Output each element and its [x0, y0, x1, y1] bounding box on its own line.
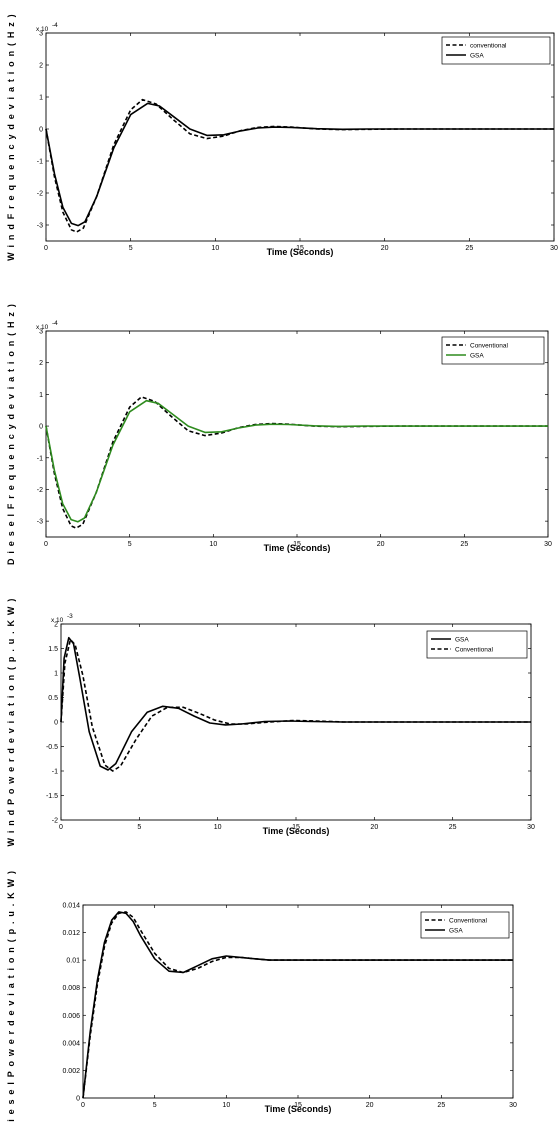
y-axis-label: W i n d F r e q u e n c y d e v i a t i … — [6, 13, 16, 261]
legend-label: Conventional — [470, 343, 508, 350]
x-tick-label: 15 — [292, 824, 300, 831]
legend: GSA Conventional — [426, 630, 528, 659]
x-tick-label: 20 — [370, 824, 378, 831]
x-tick-label: 0 — [59, 824, 63, 831]
y-tick-label: -3 — [37, 223, 43, 230]
y-tick-label: 0.012 — [62, 930, 80, 937]
chart-panel: 0 5 10 15 20 25 30 0 0.002 0.004 0.006 0.008 0.01 0.0… — [6, 870, 517, 1126]
x-tick-label: 25 — [449, 824, 457, 831]
y-tick-label: 0 — [76, 1096, 80, 1103]
legend-box — [441, 36, 551, 65]
y-tick-label: 2 — [39, 63, 43, 70]
x-tick-label: 10 — [222, 1102, 230, 1109]
y-exponent-power: -4 — [52, 320, 58, 327]
x-tick-label: 10 — [211, 245, 219, 252]
x-tick-label: 5 — [129, 245, 133, 252]
x-axis-label: Time (Seconds) — [267, 247, 334, 257]
legend-box — [420, 911, 510, 939]
x-tick-label: 15 — [293, 541, 301, 548]
x-tick-label: 15 — [296, 245, 304, 252]
legend-label: conventional — [470, 43, 507, 50]
x-tick-label: 10 — [209, 541, 217, 548]
y-tick-label: -1 — [37, 159, 43, 166]
y-tick-label: -0.5 — [46, 744, 58, 751]
x-tick-label: 0 — [81, 1102, 85, 1109]
y-tick-label: 3 — [39, 31, 43, 38]
y-tick-label: 1 — [39, 95, 43, 102]
y-exponent-power: -3 — [67, 613, 73, 620]
legend-box — [441, 336, 545, 365]
chart-panel: 0 5 10 15 20 25 30 -3 -2 -1 0 1 2 3x 10-4 Time (Second… — [6, 303, 552, 565]
legend-label: GSA — [470, 53, 484, 60]
x-axis-label: Time (Seconds) — [264, 543, 331, 553]
y-exponent: x 10 — [51, 617, 64, 624]
y-tick-label: -2 — [37, 487, 43, 494]
y-tick-label: 0 — [39, 127, 43, 134]
legend-label: Conventional — [449, 918, 487, 925]
x-tick-label: 30 — [550, 245, 558, 252]
x-tick-label: 15 — [294, 1102, 302, 1109]
y-tick-label: 0 — [39, 424, 43, 431]
y-axis-label: D i e s e l F r e q u e n c y d e v i a … — [6, 303, 16, 565]
y-tick-label: 0 — [54, 720, 58, 727]
legend-box — [426, 630, 528, 659]
legend-label: GSA — [455, 637, 469, 644]
plot-frame — [45, 32, 555, 242]
x-tick-label: 25 — [465, 245, 473, 252]
series-line — [45, 102, 554, 227]
legend: Conventional GSA — [420, 911, 510, 939]
plot-frame — [45, 330, 549, 538]
y-tick-label: 0.004 — [62, 1040, 80, 1047]
x-tick-label: 0 — [44, 541, 48, 548]
y-tick-label: 2 — [39, 360, 43, 367]
y-tick-label: 0.5 — [48, 695, 58, 702]
x-tick-label: 30 — [544, 541, 552, 548]
x-tick-label: 25 — [460, 541, 468, 548]
y-axis-label: D i e s e l P o w e r d e v i a t i o n … — [6, 870, 16, 1126]
y-exponent: x 10 — [36, 324, 49, 331]
x-tick-label: 20 — [381, 245, 389, 252]
legend-label: GSA — [470, 353, 484, 360]
y-tick-label: 1.5 — [48, 646, 58, 653]
y-exponent: x 10 — [36, 26, 49, 33]
y-tick-label: 1 — [54, 671, 58, 678]
y-tick-label: -3 — [37, 519, 43, 526]
y-exponent-power: -4 — [52, 22, 58, 29]
y-tick-label: -1 — [37, 455, 43, 462]
y-tick-label: 0.01 — [66, 958, 80, 965]
legend: Conventional GSA — [441, 336, 545, 365]
x-tick-label: 0 — [44, 245, 48, 252]
legend: conventional GSA — [441, 36, 551, 65]
y-tick-label: -1.5 — [46, 793, 58, 800]
series-line — [45, 399, 548, 523]
x-axis-label: Time (Seconds) — [265, 1104, 332, 1114]
y-tick-label: 0.006 — [62, 1013, 80, 1020]
x-tick-label: 20 — [366, 1102, 374, 1109]
legend-label: GSA — [449, 928, 463, 935]
chart-panel: 0 5 10 15 20 25 30 -2 -1.5 -1 -0.5 0 0.5 1 1.5 2x 10-3 T… — [6, 597, 535, 846]
y-tick-label: 0.008 — [62, 985, 80, 992]
x-axis-label: Time (Seconds) — [263, 826, 330, 836]
y-tick-label: -2 — [37, 191, 43, 198]
y-axis-label: W i n d P o w e r d e v i a t i o n ( p … — [6, 597, 16, 846]
x-tick-label: 5 — [137, 824, 141, 831]
chart-panel: 0 5 10 15 20 25 30 -3 -2 -1 0 1 2 3x 10-4 Time (Second… — [6, 13, 558, 261]
y-tick-label: -1 — [52, 769, 58, 776]
x-tick-label: 25 — [437, 1102, 445, 1109]
legend-label: Conventional — [455, 647, 493, 654]
series-line — [82, 911, 513, 1099]
y-tick-label: 3 — [39, 329, 43, 336]
x-tick-label: 30 — [509, 1102, 517, 1109]
x-tick-label: 20 — [377, 541, 385, 548]
y-tick-label: 2 — [54, 622, 58, 629]
x-tick-label: 10 — [214, 824, 222, 831]
x-tick-label: 30 — [527, 824, 535, 831]
y-tick-label: -2 — [52, 818, 58, 825]
x-tick-label: 5 — [153, 1102, 157, 1109]
x-tick-label: 5 — [128, 541, 132, 548]
y-tick-label: 0.002 — [62, 1068, 80, 1075]
y-tick-label: 1 — [39, 392, 43, 399]
y-tick-label: 0.014 — [62, 903, 80, 910]
